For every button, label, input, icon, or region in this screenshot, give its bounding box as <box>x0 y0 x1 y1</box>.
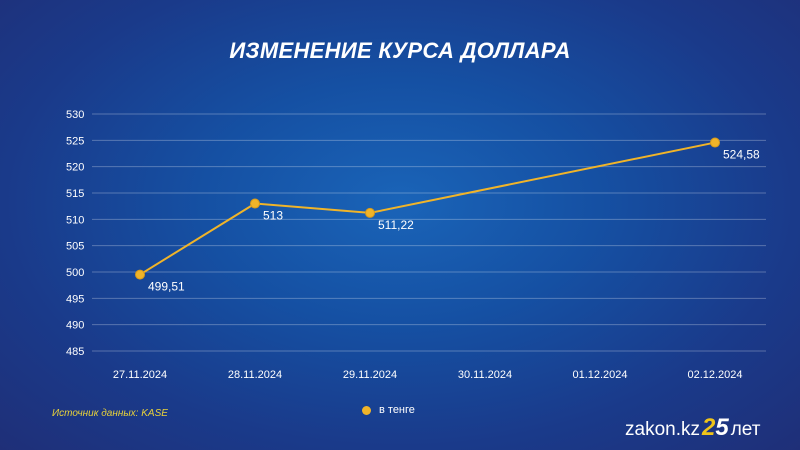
y-tick-label: 500 <box>66 267 84 279</box>
source-note: Источник данных: KASE <box>52 408 168 419</box>
y-tick-label: 525 <box>66 135 84 147</box>
y-axis-ticks: 485 490 495 500 505 510 515 520 525 530 <box>66 109 84 358</box>
y-tick-label: 510 <box>66 214 84 226</box>
data-label: 524,58 <box>723 148 760 162</box>
data-point <box>250 198 260 209</box>
y-tick-label: 495 <box>66 293 84 305</box>
data-points <box>135 137 720 280</box>
legend-marker <box>362 405 371 415</box>
x-axis-ticks: 27.11.2024 28.11.2024 29.11.2024 30.11.2024… <box>113 369 743 381</box>
legend-label: в тенге <box>379 404 415 416</box>
x-tick-label: 28.11.2024 <box>228 369 282 381</box>
data-label: 511,22 <box>378 218 414 232</box>
chart-title: ИЗМЕНЕНИЕ КУРСА ДОЛЛАРА <box>229 38 571 63</box>
x-tick-label: 27.11.2024 <box>113 369 167 381</box>
y-tick-label: 515 <box>66 188 84 200</box>
data-point <box>135 269 145 280</box>
logo-number: 25 <box>702 414 729 442</box>
logo-domain: zakon.kz <box>625 419 700 440</box>
logo-suffix: лет <box>730 419 761 440</box>
legend: в тенге <box>362 404 415 416</box>
x-tick-label: 29.11.2024 <box>343 369 397 381</box>
y-tick-label: 520 <box>66 162 84 174</box>
logo-number-second: 5 <box>715 414 729 441</box>
series-line-path <box>139 141 716 276</box>
data-label: 499,51 <box>148 280 185 294</box>
series-line <box>139 141 716 276</box>
y-tick-label: 485 <box>66 346 84 358</box>
logo-number-first: 2 <box>701 414 716 441</box>
data-label: 513 <box>263 209 283 223</box>
x-tick-label: 30.11.2024 <box>458 369 512 381</box>
y-tick-label: 505 <box>66 241 84 253</box>
grid-lines <box>92 113 766 352</box>
logo: zakon.kz 25 лет <box>625 414 760 442</box>
x-tick-label: 01.12.2024 <box>572 369 627 381</box>
data-labels: 499,51 513 511,22 524,58 <box>148 148 760 294</box>
data-point <box>710 137 720 148</box>
data-point <box>365 207 375 218</box>
x-tick-label: 02.12.2024 <box>687 369 742 381</box>
y-tick-label: 490 <box>66 320 84 332</box>
y-tick-label: 530 <box>66 109 84 121</box>
